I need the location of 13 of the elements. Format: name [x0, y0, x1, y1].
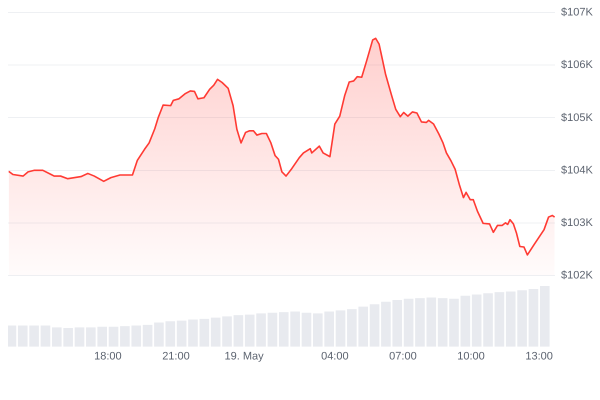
y-tick-label: $102K — [561, 269, 594, 282]
x-tick-label: 18:00 — [94, 350, 122, 362]
x-tick-label: 21:00 — [162, 350, 190, 362]
y-tick-label: $107K — [561, 6, 594, 19]
y-tick-label: $106K — [561, 59, 594, 72]
x-tick-label: 10:00 — [457, 350, 485, 362]
x-tick-label: 07:00 — [389, 350, 417, 362]
y-tick-label: $104K — [561, 164, 594, 176]
x-tick-label: 04:00 — [321, 350, 349, 362]
y-tick-label: $105K — [561, 112, 594, 124]
y-tick-label: $103K — [561, 216, 594, 229]
x-tick-label: 13:00 — [525, 350, 553, 362]
x-tick-label: 19. May — [224, 350, 264, 362]
